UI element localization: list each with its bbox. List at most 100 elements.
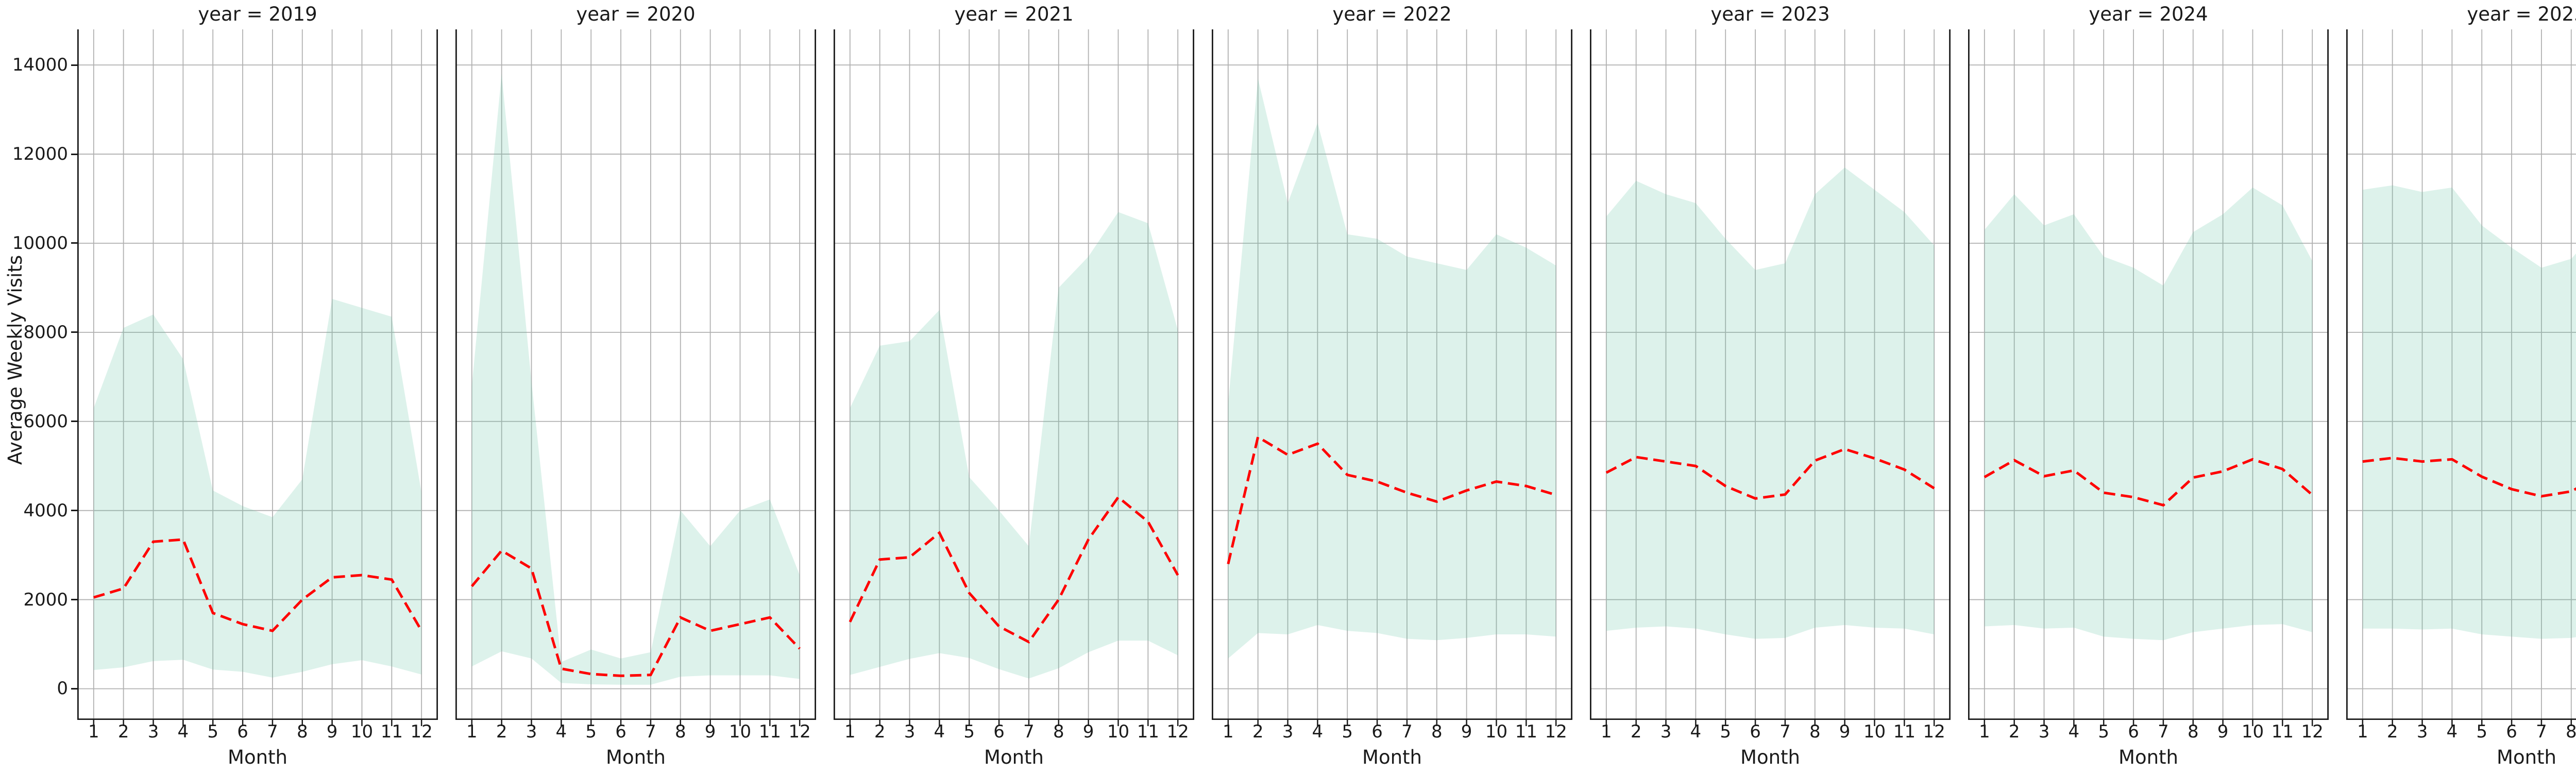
x-tick-label: 5 (1720, 721, 1732, 742)
facet-title: year = 2024 (2089, 3, 2208, 25)
facet-title: year = 2025 (2467, 3, 2576, 25)
x-tick-label: 7 (267, 721, 278, 742)
facet-plot-2024 (1968, 29, 2329, 726)
x-tick-label: 10 (350, 721, 374, 742)
x-tick-label: 1 (1600, 721, 1612, 742)
x-axis-label: Month (1362, 746, 1422, 768)
x-tick-label: 8 (1809, 721, 1821, 742)
x-tick-label: 5 (1342, 721, 1353, 742)
x-tick-label: 8 (296, 721, 308, 742)
x-tick-label: 9 (326, 721, 338, 742)
x-tick-label: 4 (1690, 721, 1702, 742)
facet-plot-2023 (1590, 29, 1951, 726)
x-tick-label: 8 (1431, 721, 1443, 742)
x-tick-label: 12 (410, 721, 433, 742)
x-tick-label: 9 (704, 721, 716, 742)
x-tick-label: 6 (237, 721, 248, 742)
x-tick-label: 2 (117, 721, 129, 742)
y-tick-mark (71, 599, 77, 601)
percentile-band (93, 299, 422, 678)
x-tick-label: 11 (380, 721, 403, 742)
x-tick-label: 5 (207, 721, 219, 742)
x-tick-label: 12 (1923, 721, 1945, 742)
y-tick-label: 2000 (23, 589, 68, 610)
x-tick-label: 11 (2271, 721, 2294, 742)
x-tick-label: 2 (1630, 721, 1642, 742)
x-tick-label: 1 (1222, 721, 1234, 742)
x-tick-label: 8 (2565, 721, 2576, 742)
x-tick-label: 3 (1282, 721, 1294, 742)
percentile-band (1228, 78, 1556, 659)
facet-title: year = 2023 (1710, 3, 1830, 25)
facet-panel-2021: year = 2021 1 2 3 4 5 6 7 8 9 10 11 12 Month (834, 0, 1194, 773)
x-tick-label: 4 (1312, 721, 1324, 742)
x-tick-label: 2 (496, 721, 507, 742)
x-tick-label: 7 (1023, 721, 1035, 742)
x-tick-label: 12 (788, 721, 811, 742)
x-tick-label: 10 (1485, 721, 1508, 742)
x-tick-label: 7 (1401, 721, 1413, 742)
facet-panel-2020: year = 2020 1 2 3 4 5 6 7 8 9 10 11 12 Month (455, 0, 816, 773)
x-tick-label: 6 (615, 721, 626, 742)
x-tick-label: 12 (2301, 721, 2324, 742)
facet-panel-2022: year = 2022 1 2 3 4 5 6 7 8 9 10 11 12 Month (1212, 0, 1572, 773)
x-tick-label: 10 (2241, 721, 2264, 742)
x-tick-label: 9 (1461, 721, 1472, 742)
y-tick-label: 12000 (12, 144, 68, 165)
facet-title: year = 2019 (198, 3, 317, 25)
x-tick-label: 6 (1371, 721, 1383, 742)
y-axis-label: Average Weekly Visits (4, 255, 26, 465)
facet-panel-2019: year = 2019 1 2 3 4 5 6 7 8 9 10 11 12 Month (77, 0, 438, 773)
x-tick-label: 1 (466, 721, 478, 742)
facet-plot-2021 (834, 29, 1194, 726)
x-tick-label: 4 (2068, 721, 2080, 742)
facet-plot-2025 (2346, 29, 2576, 726)
x-tick-label: 10 (728, 721, 752, 742)
x-tick-label: 3 (904, 721, 916, 742)
x-tick-label: 9 (1839, 721, 1851, 742)
y-tick-mark (71, 64, 77, 66)
x-tick-label: 3 (526, 721, 537, 742)
y-tick-mark (71, 421, 77, 423)
y-tick-mark (71, 331, 77, 333)
x-tick-label: 8 (1053, 721, 1064, 742)
x-tick-label: 9 (1082, 721, 1094, 742)
x-tick-label: 12 (1166, 721, 1189, 742)
facet-panel-2024: year = 2024 1 2 3 4 5 6 7 8 9 10 11 12 Month (1968, 0, 2329, 773)
x-tick-label: 6 (2506, 721, 2517, 742)
x-tick-label: 6 (993, 721, 1005, 742)
y-tick-label: 6000 (23, 411, 68, 432)
y-tick-mark (71, 510, 77, 512)
x-tick-label: 4 (555, 721, 567, 742)
x-tick-label: 11 (1893, 721, 1916, 742)
x-tick-label: 2 (1252, 721, 1264, 742)
x-tick-label: 5 (2476, 721, 2488, 742)
median-line (1605, 447, 1935, 500)
x-tick-label: 7 (645, 721, 656, 742)
y-tick-mark (71, 242, 77, 244)
x-tick-label: 8 (674, 721, 686, 742)
y-tick-label: 4000 (23, 500, 68, 521)
y-tick-mark (71, 687, 77, 690)
facet-title: year = 2022 (1332, 3, 1452, 25)
x-axis-label: Month (2119, 746, 2178, 768)
median-line (2362, 457, 2576, 498)
x-tick-label: 11 (1137, 721, 1159, 742)
facet-title: year = 2020 (576, 3, 696, 25)
facet-panel-2023: year = 2023 1 2 3 4 5 6 7 8 9 10 11 12 Month (1590, 0, 1951, 773)
facet-plot-2020 (455, 29, 816, 726)
x-tick-label: 8 (2187, 721, 2199, 742)
percentile-band (1606, 167, 1935, 639)
x-tick-label: 6 (1750, 721, 1761, 742)
x-tick-label: 1 (88, 721, 99, 742)
x-tick-label: 3 (1660, 721, 1672, 742)
x-tick-label: 10 (1863, 721, 1886, 742)
x-tick-label: 2 (874, 721, 886, 742)
x-axis-label: Month (2497, 746, 2556, 768)
x-tick-label: 6 (2128, 721, 2139, 742)
x-tick-label: 1 (1978, 721, 1990, 742)
x-tick-label: 4 (177, 721, 189, 742)
x-tick-label: 2 (2008, 721, 2020, 742)
facet-plot-2022 (1212, 29, 1572, 726)
